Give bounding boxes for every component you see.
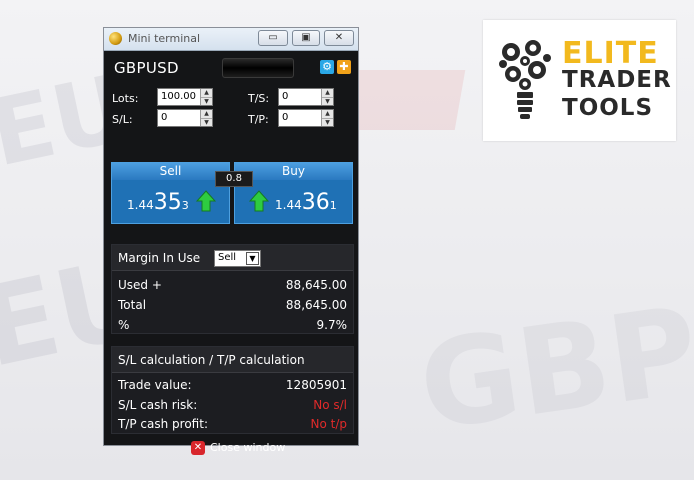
buy-label: Buy (235, 163, 352, 180)
up-arrow-icon[interactable]: ▲ (204, 110, 209, 117)
down-arrow-icon[interactable]: ▼ (322, 118, 333, 126)
tp-input[interactable]: 0 ▲ ▼ (278, 109, 334, 127)
logo-line-tools: TOOLS (562, 95, 654, 121)
sell-price-fraction: 3 (181, 199, 189, 212)
sell-price: 1.44353 (127, 190, 189, 215)
close-window-label: Close window (210, 441, 286, 454)
margin-row-value: 9.7% (316, 318, 348, 332)
title-bar[interactable]: Mini terminal ▭ ▣ ✕ (104, 28, 358, 51)
calc-row-value: No t/p (310, 417, 348, 431)
lots-label: Lots: (112, 92, 139, 105)
minimize-button[interactable]: ▭ (258, 30, 288, 46)
margin-panel: Margin In Use Sell ▼ Used + 88,645.00 To… (111, 244, 354, 334)
app-icon (109, 32, 122, 45)
up-arrow-icon[interactable]: ▲ (204, 89, 209, 96)
down-arrow-icon[interactable]: ▼ (201, 97, 212, 105)
margin-row-label: Total (118, 298, 147, 312)
close-icon: ✕ (191, 441, 205, 455)
sl-value: 0 (161, 112, 168, 123)
background-decoration: GBP (411, 281, 694, 458)
lots-stepper[interactable]: ▲ ▼ (200, 89, 212, 105)
lots-value: 100.00 (161, 91, 196, 102)
up-arrow-icon (249, 190, 269, 212)
margin-title: Margin In Use (118, 251, 201, 265)
buy-price: 1.44361 (275, 190, 337, 215)
down-arrow-icon[interactable]: ▼ (201, 118, 212, 126)
elite-trader-tools-logo: ELITE TRADER TOOLS (483, 20, 676, 141)
calc-row-value: 12805901 (285, 378, 347, 392)
chevron-down-icon[interactable]: ▼ (246, 252, 259, 265)
buy-price-fraction: 1 (329, 199, 337, 212)
window-title: Mini terminal (128, 32, 201, 45)
margin-row-value: 88,645.00 (285, 278, 347, 292)
buy-price-prefix: 1.44 (275, 198, 302, 212)
spread-badge: 0.8 (215, 171, 253, 187)
tp-stepper[interactable]: ▲ ▼ (321, 110, 333, 126)
ts-value: 0 (282, 91, 289, 102)
mini-terminal-window: Mini terminal ▭ ▣ ✕ GBPUSD ⚙ ✚ Lots: 100… (103, 27, 359, 455)
terminal-content: GBPUSD ⚙ ✚ Lots: 100.00 ▲ ▼ T/S: 0 ▲ ▼ S/L… (104, 51, 358, 455)
close-icon: ✕ (334, 32, 344, 43)
buy-price-pips: 36 (301, 190, 330, 215)
close-button[interactable]: ✕ (324, 30, 354, 46)
gear-icon: ⚙ (322, 60, 332, 73)
margin-row-label: Used + (118, 278, 162, 292)
tp-label: T/P: (248, 113, 269, 126)
calc-row-label: S/L cash risk: (118, 398, 198, 412)
down-arrow-icon[interactable]: ▼ (322, 97, 333, 105)
tp-value: 0 (282, 112, 289, 123)
plus-icon: ✚ (339, 60, 349, 73)
calc-row-label: Trade value: (118, 378, 192, 392)
calculation-panel: S/L calculation / T/P calculation Trade … (111, 346, 354, 434)
lots-input[interactable]: 100.00 ▲ ▼ (157, 88, 213, 106)
ts-stepper[interactable]: ▲ ▼ (321, 89, 333, 105)
margin-panel-header: Margin In Use Sell ▼ (112, 245, 353, 271)
maximize-button[interactable]: ▣ (292, 30, 320, 46)
calculation-panel-header: S/L calculation / T/P calculation (112, 347, 353, 373)
sl-label: S/L: (112, 113, 133, 126)
settings-button[interactable]: ⚙ (320, 60, 334, 74)
sell-label: Sell (112, 163, 229, 180)
up-arrow-icon (196, 190, 216, 212)
ts-label: T/S: (248, 92, 270, 105)
margin-side-value: Sell (218, 252, 237, 263)
symbol-selector[interactable] (222, 58, 294, 78)
logo-line-elite: ELITE (562, 36, 659, 71)
calc-row-label: T/P cash profit: (118, 417, 208, 431)
calculation-title: S/L calculation / T/P calculation (118, 353, 305, 367)
lightbulb-gears-icon (499, 40, 551, 119)
sl-stepper[interactable]: ▲ ▼ (200, 110, 212, 126)
margin-side-select[interactable]: Sell ▼ (214, 250, 261, 267)
up-arrow-icon[interactable]: ▲ (325, 89, 330, 96)
expand-button[interactable]: ✚ (337, 60, 351, 74)
calc-row-value: No s/l (313, 398, 347, 412)
ts-input[interactable]: 0 ▲ ▼ (278, 88, 334, 106)
maximize-icon: ▣ (301, 32, 311, 43)
background-decoration (344, 70, 466, 130)
logo-line-trader: TRADER (562, 67, 672, 93)
sell-button[interactable]: Sell 1.44353 (111, 162, 230, 224)
up-arrow-icon[interactable]: ▲ (325, 110, 330, 117)
margin-row-value: 88,645.00 (285, 298, 347, 312)
minimize-icon: ▭ (268, 32, 278, 43)
sell-price-pips: 35 (153, 190, 182, 215)
sell-price-prefix: 1.44 (127, 198, 154, 212)
buy-button[interactable]: Buy 1.44361 (234, 162, 353, 224)
sl-input[interactable]: 0 ▲ ▼ (157, 109, 213, 127)
symbol-label: GBPUSD (114, 59, 179, 77)
margin-row-label: % (118, 318, 130, 332)
